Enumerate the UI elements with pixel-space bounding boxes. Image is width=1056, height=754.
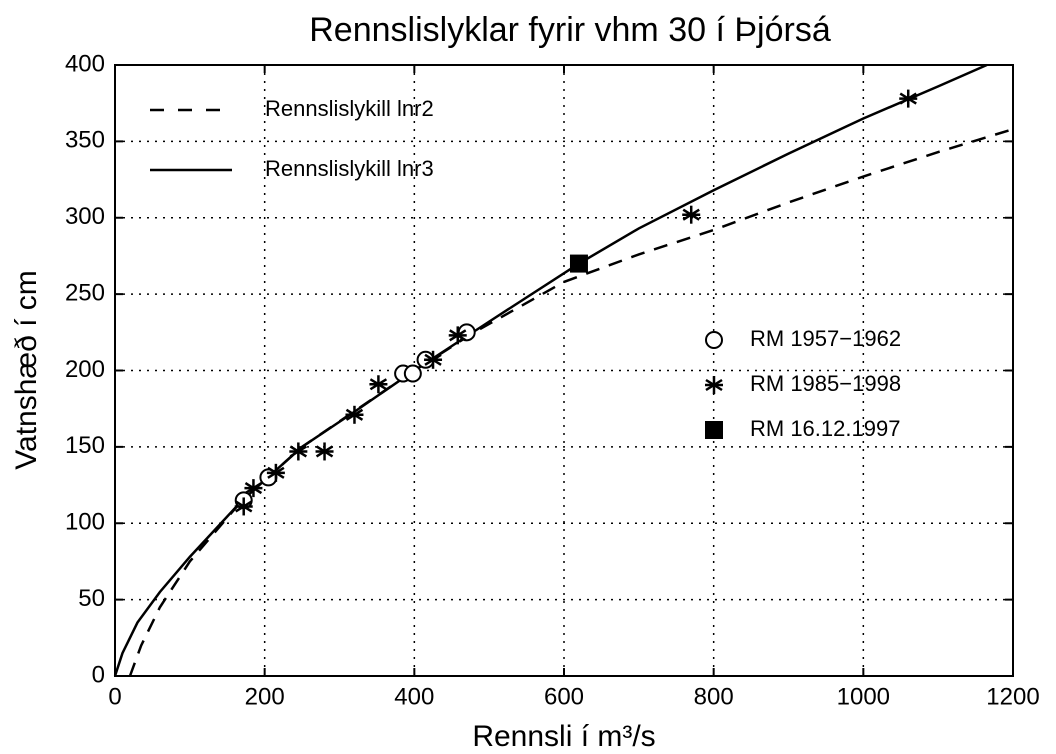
x-tick-label: 1200 — [986, 683, 1039, 710]
star-marker — [369, 375, 388, 394]
chart-title: Rennslislyklar fyrir vhm 30 í Þjórsá — [309, 11, 831, 49]
y-axis-label: Vatnshæð í cm — [10, 270, 43, 470]
y-tick-label: 100 — [65, 509, 105, 536]
series-line — [128, 127, 1014, 677]
star-marker — [424, 350, 443, 369]
star-marker — [899, 89, 918, 108]
y-tick-label: 300 — [65, 203, 105, 230]
x-tick-label: 0 — [108, 683, 121, 710]
star-marker — [315, 442, 334, 461]
star-marker — [448, 326, 467, 345]
square-marker — [569, 254, 588, 273]
legend-label: RM 1957−1962 — [750, 326, 901, 351]
y-tick-label: 150 — [65, 432, 105, 459]
legend-label: RM 16.12.1997 — [750, 416, 900, 441]
x-tick-label: 200 — [245, 683, 285, 710]
star-marker — [266, 463, 285, 482]
star-marker — [244, 479, 263, 498]
y-tick-label: 50 — [78, 585, 105, 612]
y-tick-label: 400 — [65, 50, 105, 77]
star-marker — [682, 205, 701, 224]
circle-marker — [403, 364, 422, 383]
star-marker — [234, 497, 253, 516]
star-marker — [705, 376, 723, 394]
y-tick-label: 350 — [65, 127, 105, 154]
x-tick-label: 600 — [544, 683, 584, 710]
star-marker — [345, 405, 364, 424]
square-marker — [705, 421, 723, 439]
y-tick-label: 0 — [92, 661, 105, 688]
x-tick-label: 400 — [394, 683, 434, 710]
x-tick-label: 1000 — [837, 683, 890, 710]
x-axis-label: Rennsli í m³/s — [472, 720, 655, 753]
y-tick-label: 250 — [65, 279, 105, 306]
circle-marker — [705, 331, 723, 349]
y-tick-label: 200 — [65, 356, 105, 383]
plot-frame — [114, 64, 1014, 677]
legend-label: RM 1985−1998 — [750, 371, 901, 396]
legend-label: Rennslislykill lnr2 — [265, 96, 434, 121]
x-tick-label: 800 — [694, 683, 734, 710]
star-marker — [289, 442, 308, 461]
legend-label: Rennslislykill lnr3 — [265, 156, 434, 181]
